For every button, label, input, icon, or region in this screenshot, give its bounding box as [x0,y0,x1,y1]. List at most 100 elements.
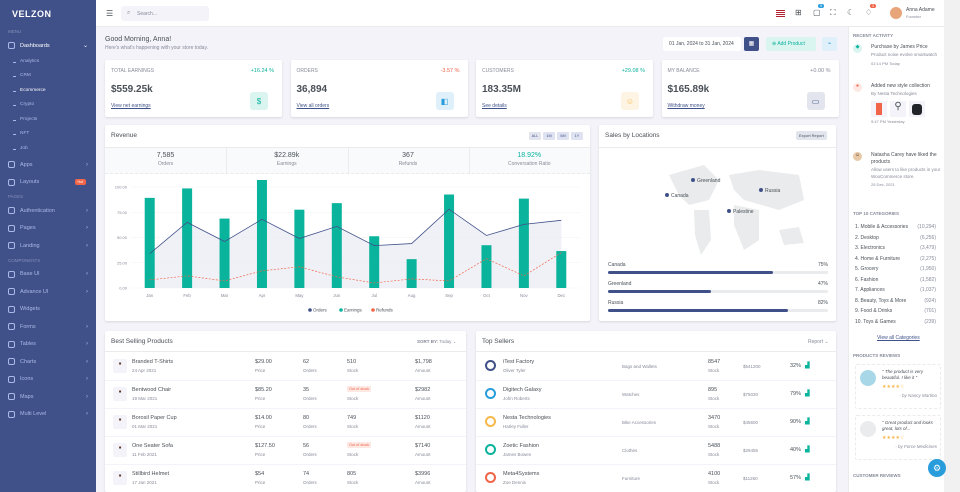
stat-value: $559.25k [111,84,153,95]
nav-forms[interactable]: Forms › [0,318,96,336]
table-row[interactable]: iTest Factory Oliver Tyler Bags and Wallet… [476,353,836,381]
product-name[interactable]: One Seater Sofa [132,443,173,449]
view-all-categories-link[interactable]: View all Categories [877,335,920,341]
sub-crm[interactable]: CRM [0,69,96,84]
user-name[interactable]: Anna Adame [906,7,935,13]
nav-advance-ui[interactable]: Advance UI › [0,283,96,301]
product-name[interactable]: Stillbird Helmet [132,471,169,477]
revenue-filter-button[interactable]: ALL [529,132,541,140]
sort-by-dropdown[interactable]: SORT BY: Today ⌄ [417,339,457,344]
table-row[interactable]: Meta4Systems Zoe Dennis Furniture 4100 Stock… [476,465,836,492]
map-marker[interactable]: Russia [759,188,780,194]
category-name[interactable]: 9. Food & Drinks [855,308,893,314]
legend-label[interactable]: Earnings [344,308,363,313]
category-name[interactable]: 10. Toys & Games [855,318,896,325]
table-row[interactable]: Zoetic Fashion James Bowen Clothes 5488 Stoc… [476,437,836,465]
user-avatar[interactable] [890,7,902,19]
stat-link[interactable]: Withdraw money [667,103,705,109]
cart-icon[interactable]: ▢ [813,8,821,17]
seller-name[interactable]: Meta4Systems [503,471,540,477]
product-name[interactable]: Borosil Paper Cup [132,415,177,421]
stat-link[interactable]: View net earnings [111,103,151,109]
nav-charts[interactable]: Charts › [0,353,96,371]
sub-projects[interactable]: Projects [0,113,96,128]
flag-us-icon[interactable] [776,10,785,17]
category-name[interactable]: 6. Fashion [855,276,879,283]
category-name[interactable]: 5. Grocery [855,266,879,272]
stat-link[interactable]: See details [482,103,507,109]
nav-label: Landing [20,242,40,249]
revenue-filter-button[interactable]: 6M [557,132,569,140]
category-name[interactable]: 2. Desktop [855,234,879,241]
hamburger-menu-icon[interactable]: ☰ [106,9,114,18]
activity-item[interactable]: ● Added new style collection By Nesta Tech… [853,83,943,124]
revenue-filter-button[interactable]: 1Y [571,132,583,140]
brand-logo[interactable]: VELZON [12,9,52,19]
moon-icon[interactable]: ☾ [847,8,855,17]
nav-pages[interactable]: Pages › [0,220,96,238]
map-marker[interactable]: Palestine [727,209,754,215]
settings-gear-icon[interactable]: ⚙ [928,459,946,477]
fullscreen-icon[interactable]: ⛶ [830,8,836,17]
table-row[interactable]: ▪ One Seater Sofa 11 Feb 2021 $127.50 Price 5… [105,437,466,465]
search-icon: ⌕ [127,10,131,16]
nav-dashboards[interactable]: Dashboards ⌄ [0,37,96,55]
x-tick-label: Aug [408,293,416,298]
sub-crypto[interactable]: Crypto [0,98,96,113]
export-report-button[interactable]: Export Report [796,131,827,140]
sub-ecommerce[interactable]: Ecommerce [0,84,96,99]
map-marker[interactable]: Canada [665,193,689,199]
calendar-icon[interactable]: ▦ [744,37,759,51]
table-row[interactable]: ▪ Bentwood Chair 19 Mar 2021 $85.20 Price 35 O… [105,381,466,409]
seller-name[interactable]: Digitech Galaxy [503,387,542,393]
nav-apps[interactable]: Apps › [0,156,96,174]
nav-base-ui[interactable]: Base UI › [0,266,96,284]
map-marker[interactable]: Greenland [691,178,720,184]
category-name[interactable]: 3. Electronics [855,245,886,251]
legend-label[interactable]: Refunds [376,308,394,313]
product-stock: 749 [347,415,357,421]
category-name[interactable]: 4. Home & Furniture [855,255,901,262]
nav-multi-level[interactable]: Multi Level › [0,406,96,424]
page-scrollbar[interactable] [944,0,960,492]
nav-layouts[interactable]: Layouts Hot [0,174,96,192]
revenue-filter-button[interactable]: 1M [543,132,555,140]
table-row[interactable]: Digitech Galaxy John Roberts Watches 895 Sto… [476,381,836,409]
add-product-button[interactable]: ⊕ Add Product [766,37,816,51]
table-row[interactable]: ▪ Stillbird Helmet 17 Jan 2021 $54 Price 74 Or… [105,465,466,492]
nav-icons[interactable]: Icons › [0,371,96,389]
category-name[interactable]: 1. Mobile & Accessories [855,224,909,230]
activity-item[interactable]: ◆ Purchase by James Price Product noise ev… [853,44,943,66]
best-selling-title: Best Selling Products [111,338,173,345]
nav-landing[interactable]: Landing › [0,237,96,255]
product-name[interactable]: Branded T-Shirts [132,359,174,365]
nav-label: Widgets [20,306,40,313]
seller-name[interactable]: Nesta Technologies [503,415,551,421]
nav-authentication[interactable]: Authentication › [0,202,96,220]
activity-item[interactable]: ☺ Natasha Carey have liked the products Al… [853,152,943,187]
seller-name[interactable]: iTest Factory [503,359,535,365]
category-name[interactable]: 8. Beauty, Toys & More [855,297,907,304]
nav-maps[interactable]: Maps › [0,388,96,406]
apps-grid-icon[interactable]: ⊞ [795,8,802,17]
category-name[interactable]: 7. Appliances [855,287,885,293]
report-dropdown[interactable]: Report ⌄ [808,339,829,345]
product-name[interactable]: Bentwood Chair [132,387,172,393]
activity-toggle-icon[interactable]: ⌁ [822,37,837,51]
sub-nft[interactable]: NFT [0,127,96,142]
location-progress-track [608,271,828,274]
legend-label[interactable]: Orders [313,308,328,313]
sub-job[interactable]: Job [0,142,96,157]
table-row[interactable]: Nesta Technologies Harley Fuller Bike Acce… [476,409,836,437]
seller-name[interactable]: Zoetic Fashion [503,443,540,449]
table-row[interactable]: ▪ Branded T-Shirts 24 Apr 2021 $29.00 Price 6… [105,353,466,381]
stat-link[interactable]: View all orders [296,103,330,109]
date-range-picker[interactable]: 01 Jan, 2024 to 31 Jan, 2024 [663,37,741,51]
table-row[interactable]: ▪ Borosil Paper Cup 01 Mar 2021 $14.00 Price… [105,409,466,437]
search-input[interactable]: ⌕ Search... [121,6,209,21]
earnings-bar [556,251,567,288]
nav-widgets[interactable]: Widgets [0,301,96,319]
sub-analytics[interactable]: Analytics [0,55,96,70]
bell-icon[interactable]: ♢ [865,8,873,17]
nav-tables[interactable]: Tables › [0,336,96,354]
